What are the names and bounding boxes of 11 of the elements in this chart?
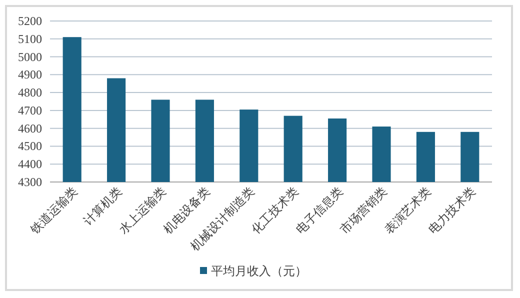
y-tick-label: 4300 bbox=[18, 175, 42, 189]
y-tick-label: 4600 bbox=[18, 121, 42, 136]
y-tick-label: 4800 bbox=[18, 86, 42, 100]
y-tick-label: 4500 bbox=[18, 139, 42, 154]
y-tick-label: 5100 bbox=[18, 32, 42, 46]
y-tick-label: 4400 bbox=[18, 157, 42, 172]
y-tick-label: 5200 bbox=[18, 14, 42, 28]
y-tick-label: 4700 bbox=[18, 103, 42, 118]
legend-label: 平均月收入（元） bbox=[211, 264, 307, 278]
y-tick-label: 5000 bbox=[18, 50, 42, 64]
y-tick-label: 4900 bbox=[18, 68, 42, 82]
